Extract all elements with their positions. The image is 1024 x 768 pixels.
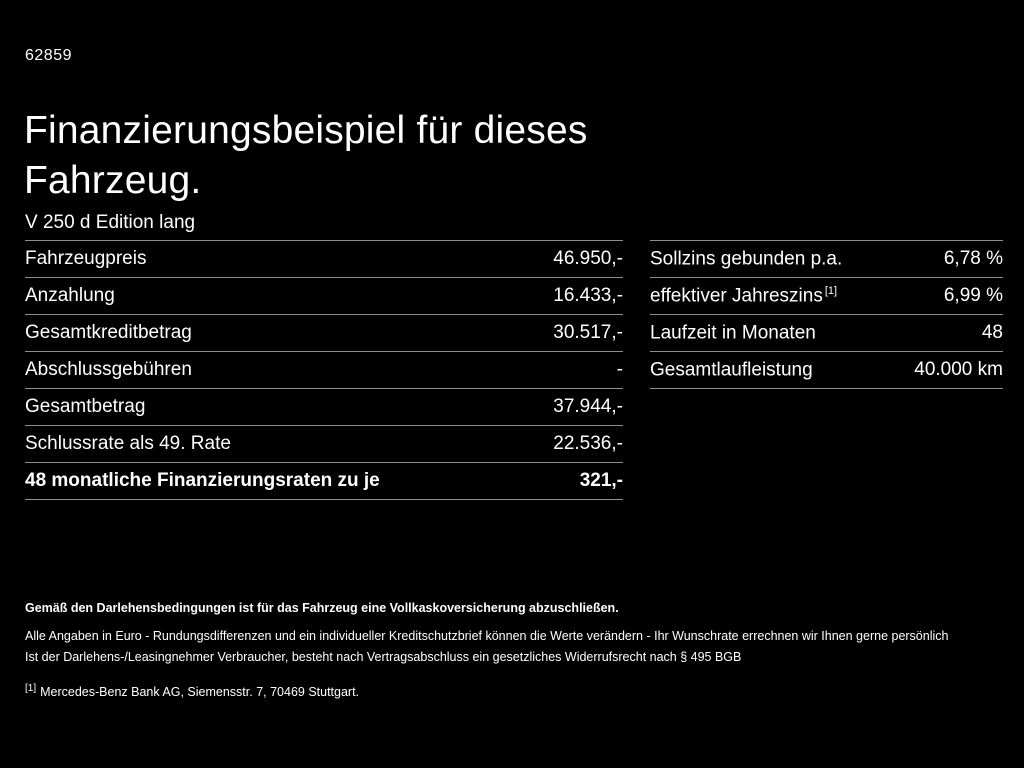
- table-row-monthly-rate: 48 monatliche Finanzierungsraten zu je 3…: [25, 462, 623, 499]
- withdrawal-note: Ist der Darlehens-/Leasingnehmer Verbrau…: [25, 650, 742, 664]
- row-value: 48: [981, 322, 1003, 343]
- page-title: Finanzierungsbeispiel für dieses Fahrzeu…: [24, 109, 588, 203]
- table-row: effektiver Jahreszins [1] 6,99 %: [650, 277, 1003, 314]
- legal-footer: Gemäß den Darlehensbedingungen ist für d…: [25, 598, 985, 703]
- row-label: Gesamtlaufleistung: [650, 359, 813, 381]
- row-label: Anzahlung: [25, 285, 115, 306]
- table-row: Gesamtkreditbetrag 30.517,-: [25, 314, 623, 351]
- row-value: 6,99 %: [943, 285, 1003, 306]
- row-value: 46.950,-: [553, 248, 623, 269]
- table-row: Fahrzeugpreis 46.950,-: [25, 240, 623, 277]
- row-value: 6,78 %: [943, 248, 1003, 269]
- table-row: Gesamtlaufleistung 40.000 km: [650, 351, 1003, 388]
- row-label: Schlussrate als 49. Rate: [25, 433, 231, 454]
- table-row: Anzahlung 16.433,-: [25, 277, 623, 314]
- row-label: Gesamtbetrag: [25, 396, 146, 417]
- row-label: Fahrzeugpreis: [25, 248, 147, 269]
- footnote-text: Mercedes-Benz Bank AG, Siemensstr. 7, 70…: [40, 685, 360, 700]
- table-row: Gesamtbetrag 37.944,-: [25, 388, 623, 425]
- table-row: Abschlussgebühren -: [25, 351, 623, 388]
- row-value: 40.000 km: [914, 359, 1003, 380]
- financing-table: Fahrzeugpreis 46.950,- Anzahlung 16.433,…: [25, 240, 623, 500]
- table-row: Sollzins gebunden p.a. 6,78 %: [650, 240, 1003, 277]
- row-label: effektiver Jahreszins [1]: [650, 284, 838, 307]
- row-label: Abschlussgebühren: [25, 359, 192, 380]
- table-row: Laufzeit in Monaten 48: [650, 314, 1003, 351]
- row-value: -: [616, 359, 623, 380]
- euro-note: Alle Angaben in Euro - Rundungsdifferenz…: [25, 629, 949, 643]
- page-number: 62859: [25, 47, 72, 64]
- row-label: Sollzins gebunden p.a.: [650, 248, 843, 270]
- row-value: 321,-: [579, 470, 623, 491]
- vehicle-name: V 250 d Edition lang: [25, 212, 196, 233]
- row-value: 16.433,-: [553, 285, 623, 306]
- row-value: 22.536,-: [553, 433, 623, 454]
- insurance-note: Gemäß den Darlehensbedingungen ist für d…: [25, 601, 619, 615]
- row-label: Laufzeit in Monaten: [650, 322, 816, 344]
- footnote-marker: [1]: [25, 683, 37, 694]
- footnote-ref: [1]: [824, 284, 838, 297]
- row-label: 48 monatliche Finanzierungsraten zu je: [25, 470, 380, 491]
- bank-footnote: [1] Mercedes-Benz Bank AG, Siemensstr. 7,…: [25, 678, 985, 703]
- row-value: 37.944,-: [553, 396, 623, 417]
- row-value: 30.517,-: [553, 322, 623, 343]
- table-row: Schlussrate als 49. Rate 22.536,-: [25, 425, 623, 462]
- rates-table: Sollzins gebunden p.a. 6,78 % effektiver…: [650, 240, 1003, 389]
- row-label: Gesamtkreditbetrag: [25, 322, 192, 343]
